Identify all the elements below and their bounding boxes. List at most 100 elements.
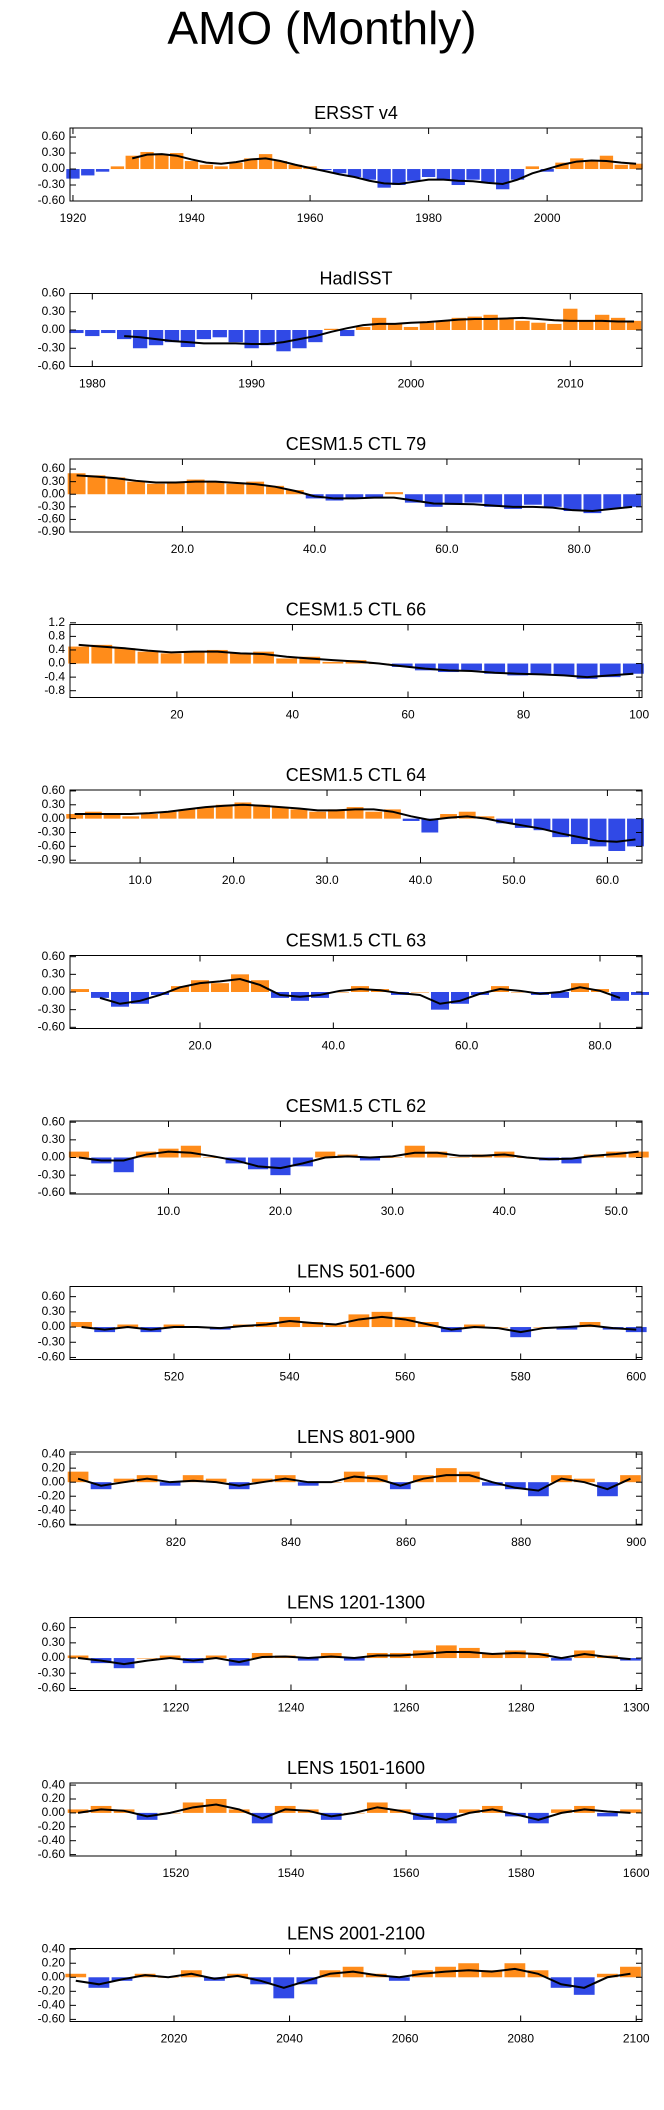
y-tick-label: 0.00	[42, 1150, 66, 1164]
y-tick-label: 0.00	[42, 1474, 66, 1488]
panel: LENS 2001-2100 0.400.200.00-0.20-0.40-0.6…	[38, 1923, 650, 2045]
y-tick-label: -0.60	[38, 1350, 66, 1364]
y-tick-label: 0.30	[42, 304, 66, 318]
y-tick-label: 0.30	[42, 1132, 66, 1146]
bar	[407, 169, 421, 181]
bar	[183, 651, 205, 664]
bar	[244, 330, 259, 349]
y-tick-label: -0.40	[38, 1998, 66, 2012]
panel-title: CESM1.5 CTL 63	[286, 930, 426, 950]
bar	[594, 314, 610, 330]
bar	[205, 1798, 227, 1813]
bar	[579, 1321, 601, 1328]
bar	[574, 1478, 595, 1483]
bar	[288, 164, 302, 170]
bar	[553, 663, 575, 676]
y-tick-label: 0.30	[42, 145, 66, 159]
bar	[510, 169, 525, 180]
x-tick-label: 1560	[393, 1866, 420, 1880]
y-tick-label: -0.60	[38, 193, 66, 207]
bar	[440, 814, 457, 819]
trend-line	[78, 1150, 639, 1170]
bar	[348, 1314, 370, 1328]
bar	[84, 811, 102, 819]
panel-title: LENS 501-600	[297, 1261, 415, 1281]
y-tick-label: -0.90	[38, 524, 66, 538]
bar	[155, 154, 169, 170]
bar	[320, 1652, 342, 1659]
bar	[603, 494, 622, 509]
bar	[570, 158, 584, 170]
bar	[253, 804, 271, 819]
bar	[318, 169, 332, 171]
bar	[292, 1157, 313, 1167]
bar	[481, 1970, 503, 1978]
bar	[211, 983, 229, 992]
x-tick-label: 2000	[398, 377, 425, 391]
y-tick-label: -0.30	[38, 499, 66, 513]
bar	[199, 164, 213, 170]
x-tick-label: 1600	[623, 1866, 650, 1880]
panel-title: CESM1.5 CTL 79	[286, 434, 426, 454]
x-tick-label: 60.0	[596, 873, 620, 887]
bar	[113, 1478, 135, 1483]
bar	[244, 158, 258, 170]
bar	[151, 992, 169, 995]
bar	[107, 477, 126, 495]
bar	[71, 1321, 92, 1328]
y-tick-label: -0.60	[38, 2012, 66, 2026]
bar	[547, 323, 562, 330]
bar	[180, 1145, 201, 1158]
y-tick-label: 0.00	[42, 984, 66, 998]
x-tick-label: 1260	[393, 1701, 420, 1715]
bar	[482, 1482, 503, 1486]
plot-frame	[69, 1617, 643, 1691]
bar	[438, 663, 459, 673]
x-tick-label: 20	[170, 708, 184, 722]
x-tick-label: 2010	[557, 377, 584, 391]
bar	[178, 809, 196, 819]
trend-line	[131, 153, 637, 185]
bar	[514, 818, 532, 828]
y-tick-label: -0.30	[38, 825, 66, 839]
y-tick-label: 0.30	[42, 967, 66, 981]
panel: LENS 1501-1600 0.400.200.00-0.20-0.40-0.6…	[38, 1758, 650, 1880]
x-tick-label: 1300	[623, 1701, 650, 1715]
y-tick-label: -0.20	[38, 1819, 66, 1833]
bar	[346, 807, 364, 819]
y-tick-label: -0.8	[44, 683, 65, 697]
bar	[611, 992, 629, 1001]
y-tick-label: 0.00	[42, 161, 66, 175]
bar	[404, 494, 423, 503]
y-tick-label: 0.00	[42, 1319, 66, 1333]
panel-title: LENS 801-900	[297, 1427, 415, 1447]
panel: CESM1.5 CTL 79 0.600.300.00-0.30-0.60-0.9…	[38, 434, 643, 556]
bar	[484, 494, 503, 507]
bar	[67, 1471, 89, 1483]
bar	[343, 1658, 365, 1661]
bar	[464, 1324, 485, 1328]
bar	[482, 1652, 503, 1659]
bar	[69, 330, 84, 334]
bar	[159, 1482, 181, 1486]
bar	[435, 1812, 457, 1824]
bar	[614, 164, 628, 170]
bar	[362, 169, 377, 180]
panel: HadISST 0.60 0.30 0.00 -0.30 -0.60 1980 1990 200…	[38, 268, 643, 391]
x-tick-label: 50.0	[502, 873, 526, 887]
bar	[67, 473, 86, 495]
bar	[499, 317, 514, 330]
bar	[628, 1151, 649, 1158]
bar	[391, 663, 413, 667]
bar	[377, 169, 391, 188]
panel: CESM1.5 CTL 64 0.600.300.00-0.30-0.60-0.9…	[38, 765, 644, 887]
x-tick-label: 1520	[163, 1866, 190, 1880]
bar	[166, 481, 185, 495]
bar	[101, 330, 116, 334]
y-tick-label: -0.90	[38, 852, 66, 866]
y-tick-label: 0.60	[42, 783, 66, 797]
bar	[421, 818, 439, 833]
bar	[324, 328, 339, 330]
bar	[215, 804, 233, 819]
y-tick-label: 0.40	[42, 1777, 66, 1791]
